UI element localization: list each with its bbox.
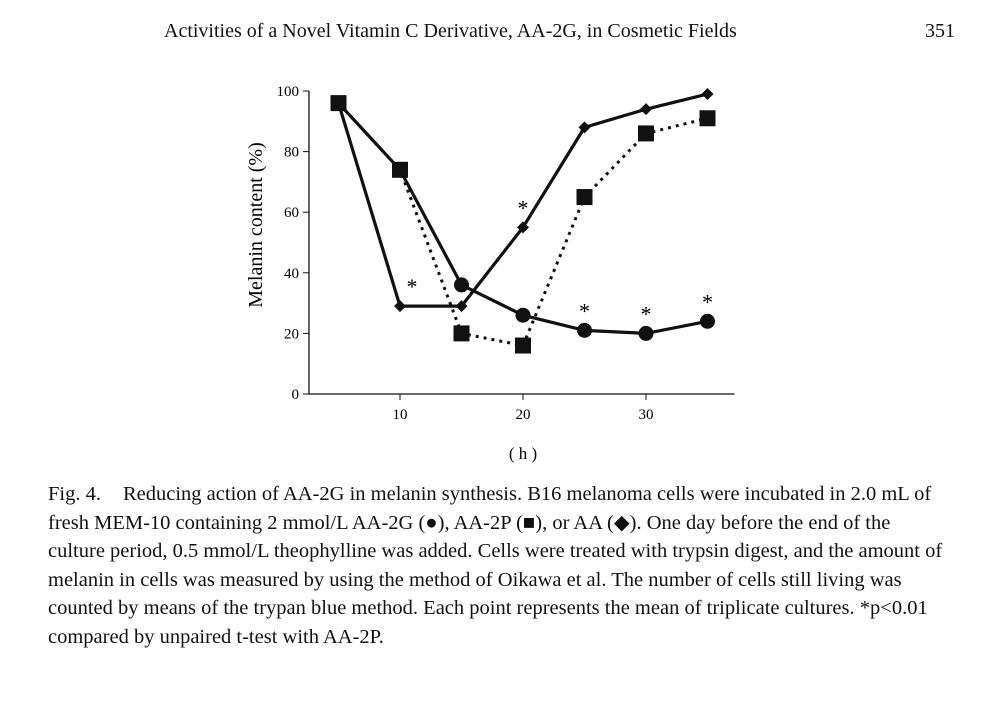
y-axis-label: Melanin content (%) — [245, 142, 267, 308]
y-tick-label: 80 — [284, 145, 299, 161]
axes: 10 20 30 0 20 40 60 80 100 — [276, 84, 735, 423]
y-tick-label: 20 — [284, 326, 299, 342]
circle-marker — [392, 162, 408, 178]
running-head: Activities of a Novel Vitamin C Derivati… — [164, 20, 737, 42]
circle-marker — [331, 95, 346, 111]
y-tick-label: 0 — [291, 387, 299, 403]
y-tick-label: 100 — [276, 84, 299, 100]
page-number: 351 — [925, 20, 955, 42]
significance-asterisk: * — [579, 298, 590, 323]
square-marker — [699, 110, 716, 127]
caption-text: Reducing action of AA-2G in melanin synt… — [48, 483, 943, 648]
diamond-marker — [640, 103, 652, 116]
significance-asterisk: * — [641, 301, 652, 326]
y-tick-label: 60 — [284, 205, 299, 221]
circle-marker — [515, 307, 531, 323]
marks: * * * * * — [330, 88, 716, 354]
diamond-marker — [701, 88, 714, 101]
significance-asterisk: * — [407, 274, 418, 299]
circle-marker — [577, 322, 592, 338]
melanin-chart: 10 20 30 0 20 40 60 80 100 * * * * * Melanin content… — [245, 84, 735, 463]
significance-asterisk: * — [518, 195, 529, 220]
diamond-marker — [455, 300, 468, 313]
x-tick-label: 10 — [393, 407, 408, 423]
significance-asterisk: * — [702, 289, 713, 314]
circle-marker — [700, 313, 715, 329]
diamond-marker — [578, 121, 591, 134]
diamond-marker — [394, 300, 406, 313]
caption-label: Fig. 4. — [48, 483, 101, 505]
diamond-marker — [517, 221, 529, 234]
square-marker — [515, 337, 531, 354]
square-marker — [638, 125, 654, 142]
square-marker — [453, 325, 470, 342]
x-axis-label: ( h ) — [509, 444, 537, 463]
circle-marker — [454, 277, 469, 293]
circle-marker — [638, 325, 654, 341]
figure-caption: Fig. 4. Reducing action of AA-2G in melan… — [48, 480, 948, 651]
y-tick-label: 40 — [284, 266, 299, 282]
x-tick-label: 20 — [516, 407, 531, 423]
square-marker — [576, 189, 593, 206]
x-tick-label: 30 — [639, 407, 654, 423]
